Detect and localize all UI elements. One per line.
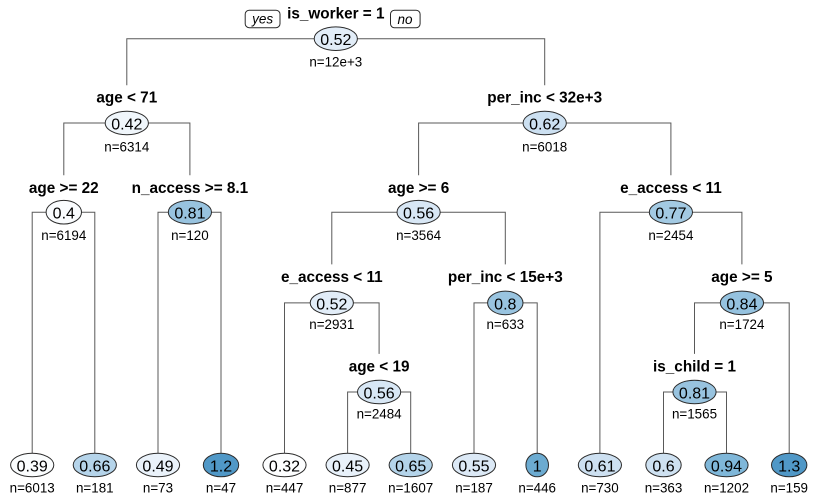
- svg-text:0.55: 0.55: [458, 459, 489, 476]
- svg-text:n=3564: n=3564: [396, 228, 442, 243]
- svg-text:0.65: 0.65: [395, 459, 426, 476]
- svg-text:n=2931: n=2931: [309, 317, 354, 332]
- svg-text:n=181: n=181: [76, 481, 114, 496]
- svg-text:n_access >= 8.1: n_access >= 8.1: [132, 180, 249, 197]
- svg-text:yes: yes: [251, 12, 273, 27]
- svg-text:0.66: 0.66: [79, 459, 110, 476]
- svg-text:0.94: 0.94: [711, 459, 742, 476]
- svg-text:0.39: 0.39: [17, 459, 48, 476]
- svg-text:n=1565: n=1565: [672, 407, 717, 422]
- svg-text:0.49: 0.49: [142, 459, 173, 476]
- svg-text:0.52: 0.52: [320, 32, 351, 49]
- svg-text:no: no: [397, 12, 413, 27]
- svg-text:is_child = 1: is_child = 1: [653, 358, 736, 375]
- svg-text:n=1607: n=1607: [388, 481, 433, 496]
- svg-text:n=6013: n=6013: [10, 481, 55, 496]
- svg-text:n=446: n=446: [518, 481, 556, 496]
- svg-text:n=6194: n=6194: [41, 228, 87, 243]
- svg-text:0.32: 0.32: [269, 459, 300, 476]
- svg-text:1.2: 1.2: [210, 459, 232, 476]
- svg-text:n=47: n=47: [206, 481, 236, 496]
- svg-text:0.81: 0.81: [174, 206, 205, 223]
- svg-text:n=6018: n=6018: [522, 139, 567, 154]
- svg-text:is_worker = 1: is_worker = 1: [287, 5, 385, 22]
- svg-text:0.42: 0.42: [111, 117, 142, 134]
- svg-text:e_access < 11: e_access < 11: [620, 180, 722, 197]
- svg-text:1.3: 1.3: [778, 459, 800, 476]
- svg-text:n=159: n=159: [770, 481, 808, 496]
- svg-text:per_inc < 15e+3: per_inc < 15e+3: [448, 269, 563, 286]
- svg-text:age >= 6: age >= 6: [388, 180, 449, 197]
- svg-text:0.56: 0.56: [403, 206, 434, 223]
- svg-text:n=2454: n=2454: [648, 228, 694, 243]
- svg-text:age >= 22: age >= 22: [29, 180, 99, 197]
- svg-text:n=2484: n=2484: [357, 407, 403, 422]
- svg-text:0.8: 0.8: [494, 296, 516, 313]
- svg-text:0.61: 0.61: [584, 459, 615, 476]
- svg-text:0.45: 0.45: [332, 459, 363, 476]
- svg-text:0.52: 0.52: [316, 296, 347, 313]
- svg-text:n=730: n=730: [581, 481, 619, 496]
- svg-text:n=6314: n=6314: [104, 139, 150, 154]
- svg-text:0.4: 0.4: [53, 206, 75, 223]
- svg-text:n=877: n=877: [329, 481, 367, 496]
- svg-text:0.81: 0.81: [679, 386, 710, 403]
- svg-text:age < 71: age < 71: [96, 90, 157, 107]
- svg-text:n=12e+3: n=12e+3: [309, 54, 362, 69]
- svg-text:0.84: 0.84: [726, 296, 757, 313]
- svg-text:n=73: n=73: [143, 481, 173, 496]
- svg-text:n=633: n=633: [486, 317, 524, 332]
- svg-text:0.6: 0.6: [652, 459, 674, 476]
- svg-text:n=1202: n=1202: [704, 481, 749, 496]
- svg-text:0.62: 0.62: [529, 117, 560, 134]
- svg-text:age >= 5: age >= 5: [711, 269, 773, 286]
- svg-text:n=1724: n=1724: [719, 317, 765, 332]
- svg-text:per_inc < 32e+3: per_inc < 32e+3: [487, 90, 602, 107]
- svg-text:0.56: 0.56: [364, 386, 395, 403]
- svg-text:n=120: n=120: [171, 228, 209, 243]
- svg-text:1: 1: [533, 459, 542, 476]
- svg-text:n=187: n=187: [455, 481, 493, 496]
- svg-text:n=363: n=363: [645, 481, 683, 496]
- svg-text:age < 19: age < 19: [349, 358, 410, 375]
- svg-text:n=447: n=447: [266, 481, 304, 496]
- svg-text:0.77: 0.77: [655, 206, 686, 223]
- svg-text:e_access < 11: e_access < 11: [281, 269, 383, 286]
